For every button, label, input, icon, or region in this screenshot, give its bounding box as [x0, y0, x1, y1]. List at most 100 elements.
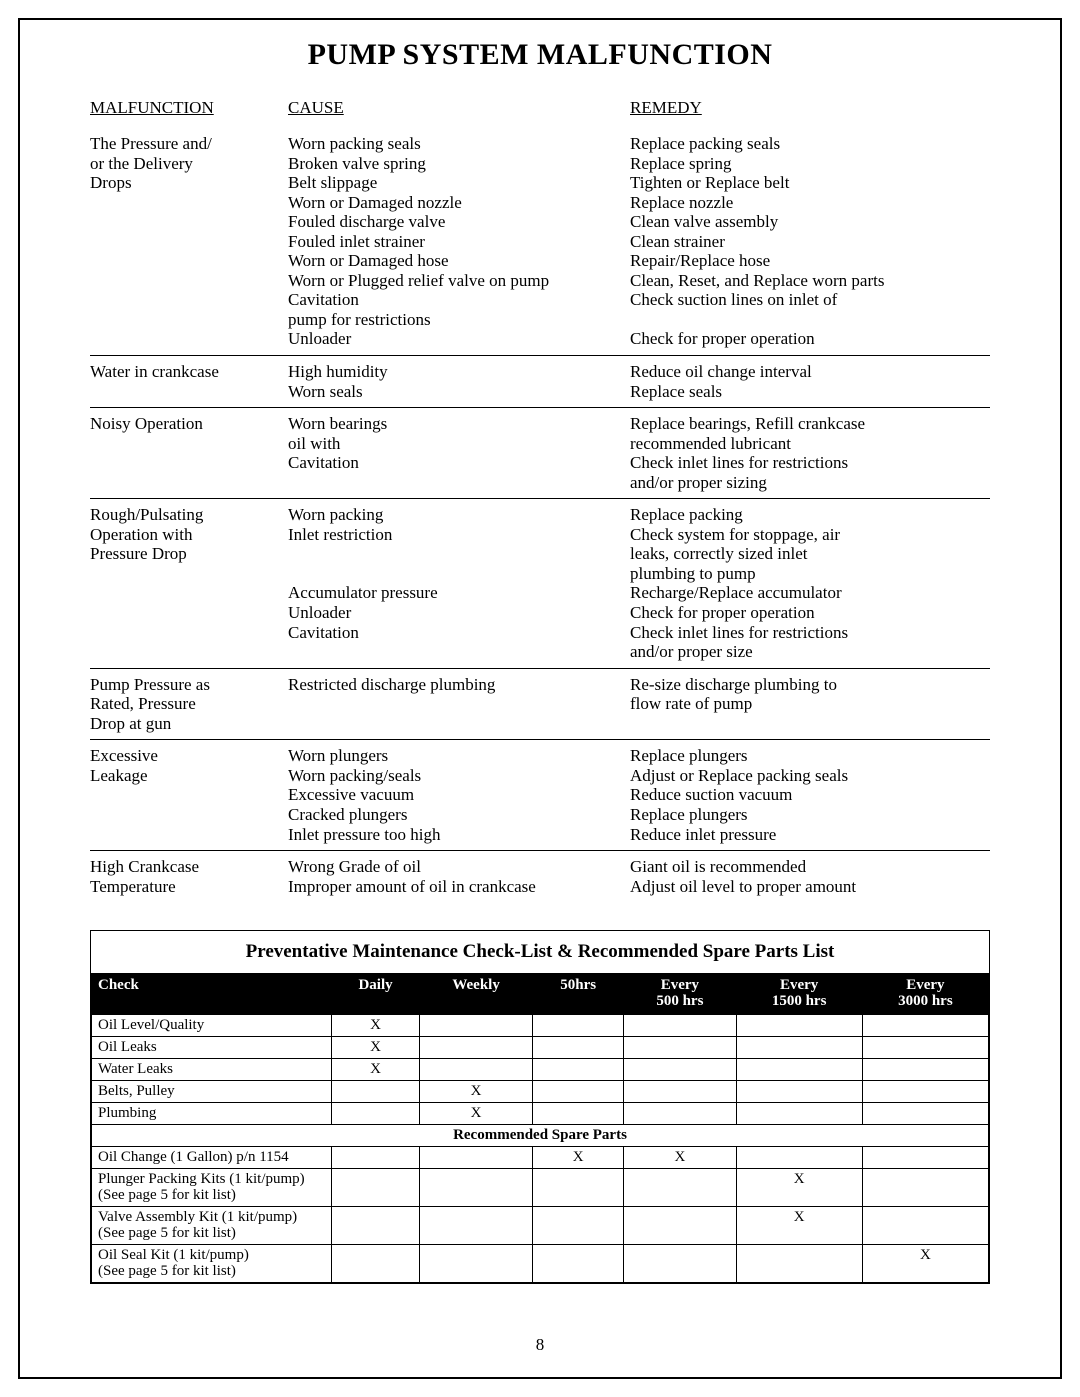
- text-line: Repair/Replace hose: [630, 251, 990, 271]
- text-line: Fouled discharge valve: [288, 212, 622, 232]
- pm-column-header: Every500 hrs: [624, 974, 736, 1015]
- text-line: Pressure Drop: [90, 544, 280, 564]
- pm-cell: X: [736, 1206, 862, 1244]
- text-line: Water in crankcase: [90, 362, 280, 382]
- pm-cell: X: [332, 1058, 420, 1080]
- text-line: High Crankcase: [90, 857, 280, 877]
- page-frame: PUMP SYSTEM MALFUNCTION MALFUNCTION CAUS…: [18, 18, 1062, 1379]
- pm-cell: [533, 1080, 624, 1102]
- pm-row: Oil Change (1 Gallon) p/n 1154XX: [92, 1146, 989, 1168]
- pm-cell: [624, 1168, 736, 1206]
- pm-cell: X: [862, 1244, 988, 1282]
- pm-cell: [420, 1206, 533, 1244]
- pm-cell: [420, 1244, 533, 1282]
- text-line: Check system for stoppage, air: [630, 525, 990, 545]
- text-line: The Pressure and/: [90, 134, 280, 154]
- text-line: Unloader: [288, 603, 622, 623]
- text-line: Wrong Grade of oil: [288, 857, 622, 877]
- pm-row: Water LeaksX: [92, 1058, 989, 1080]
- pm-cell: X: [736, 1168, 862, 1206]
- pm-cell: X: [624, 1146, 736, 1168]
- pm-cell: [420, 1168, 533, 1206]
- col-r-cell: Replace bearings, Refill crankcase recom…: [630, 414, 990, 492]
- text-line: Check inlet lines for restrictions: [630, 623, 990, 643]
- text-line: Broken valve spring: [288, 154, 622, 174]
- pm-cell: [332, 1244, 420, 1282]
- text-line: Reduce oil change interval: [630, 362, 990, 382]
- pm-column-header: 50hrs: [533, 974, 624, 1015]
- pm-cell: [862, 1102, 988, 1124]
- pm-row-label: Oil Leaks: [92, 1036, 332, 1058]
- text-line: Check inlet lines for restrictions: [630, 453, 990, 473]
- text-line: Adjust oil level to proper amount: [630, 877, 990, 897]
- header-cause: CAUSE: [288, 98, 630, 118]
- text-line: Drops: [90, 173, 280, 193]
- col-c-cell: Wrong Grade of oilImproper amount of oil…: [288, 857, 630, 896]
- col-r-cell: Replace packing sealsReplace springTight…: [630, 134, 990, 349]
- text-line: Noisy Operation: [90, 414, 280, 434]
- text-line: Replace packing: [630, 505, 990, 525]
- pm-column-header: Daily: [332, 974, 420, 1015]
- malfunction-row: Pump Pressure asRated, PressureDrop at g…: [90, 669, 990, 741]
- pm-cell: X: [420, 1080, 533, 1102]
- text-line: Operation with: [90, 525, 280, 545]
- text-line: Improper amount of oil in crankcase: [288, 877, 622, 897]
- text-line: Replace spring: [630, 154, 990, 174]
- malfunction-row: Water in crankcase High humidityWorn seal…: [90, 356, 990, 408]
- pm-table: CheckDailyWeekly50hrsEvery500 hrsEvery15…: [91, 973, 989, 1283]
- text-line: Check for proper operation: [630, 329, 990, 349]
- pm-cell: [862, 1080, 988, 1102]
- pm-column-header: Every1500 hrs: [736, 974, 862, 1015]
- pm-cell: [332, 1206, 420, 1244]
- text-line: Temperature: [90, 877, 280, 897]
- text-line: Inlet pressure too high: [288, 825, 622, 845]
- text-line: Replace packing seals: [630, 134, 990, 154]
- pm-cell: X: [332, 1014, 420, 1036]
- pm-cell: [736, 1102, 862, 1124]
- pm-row-label: Water Leaks: [92, 1058, 332, 1080]
- text-line: Cracked plungers: [288, 805, 622, 825]
- text-line: Clean valve assembly: [630, 212, 990, 232]
- text-line: and/or proper size: [630, 642, 990, 662]
- text-line: Drop at gun: [90, 714, 280, 734]
- pm-cell: [420, 1058, 533, 1080]
- text-line: plumbing to pump: [630, 564, 990, 584]
- text-line: Tighten or Replace belt: [630, 173, 990, 193]
- text-line: Worn bearings: [288, 414, 622, 434]
- text-line: Cavitation: [288, 290, 622, 310]
- col-m-cell: Water in crankcase: [90, 362, 288, 401]
- pm-cell: [624, 1244, 736, 1282]
- pm-cell: [533, 1058, 624, 1080]
- pm-cell: [533, 1168, 624, 1206]
- text-line: Replace seals: [630, 382, 990, 402]
- pm-row: Oil LeaksX: [92, 1036, 989, 1058]
- text-line: Belt slippage: [288, 173, 622, 193]
- pm-cell: [533, 1206, 624, 1244]
- pm-cell: [862, 1036, 988, 1058]
- text-line: Clean strainer: [630, 232, 990, 252]
- pm-cell: X: [332, 1036, 420, 1058]
- pm-cell: [420, 1036, 533, 1058]
- pm-cell: [736, 1014, 862, 1036]
- text-line: Rated, Pressure: [90, 694, 280, 714]
- malfunction-row: Noisy OperationWorn bearingsoil withCavi…: [90, 408, 990, 499]
- text-line: [288, 564, 622, 584]
- pm-cell: [736, 1244, 862, 1282]
- pm-row-label: Oil Change (1 Gallon) p/n 1154: [92, 1146, 332, 1168]
- pm-cell: [533, 1036, 624, 1058]
- text-line: Worn or Damaged nozzle: [288, 193, 622, 213]
- text-line: Restricted discharge plumbing: [288, 675, 622, 695]
- text-line: Cavitation: [288, 623, 622, 643]
- pm-cell: [862, 1014, 988, 1036]
- pm-row: Belts, PulleyX: [92, 1080, 989, 1102]
- col-r-cell: Reduce oil change intervalReplace seals: [630, 362, 990, 401]
- text-line: Replace plungers: [630, 746, 990, 766]
- pm-cell: [862, 1206, 988, 1244]
- col-c-cell: High humidityWorn seals: [288, 362, 630, 401]
- text-line: Worn packing: [288, 505, 622, 525]
- text-line: recommended lubricant: [630, 434, 990, 454]
- col-r-cell: Giant oil is recommendedAdjust oil level…: [630, 857, 990, 896]
- text-line: Replace plungers: [630, 805, 990, 825]
- pm-sub-header-cell: Recommended Spare Parts: [92, 1124, 989, 1146]
- pm-cell: [862, 1058, 988, 1080]
